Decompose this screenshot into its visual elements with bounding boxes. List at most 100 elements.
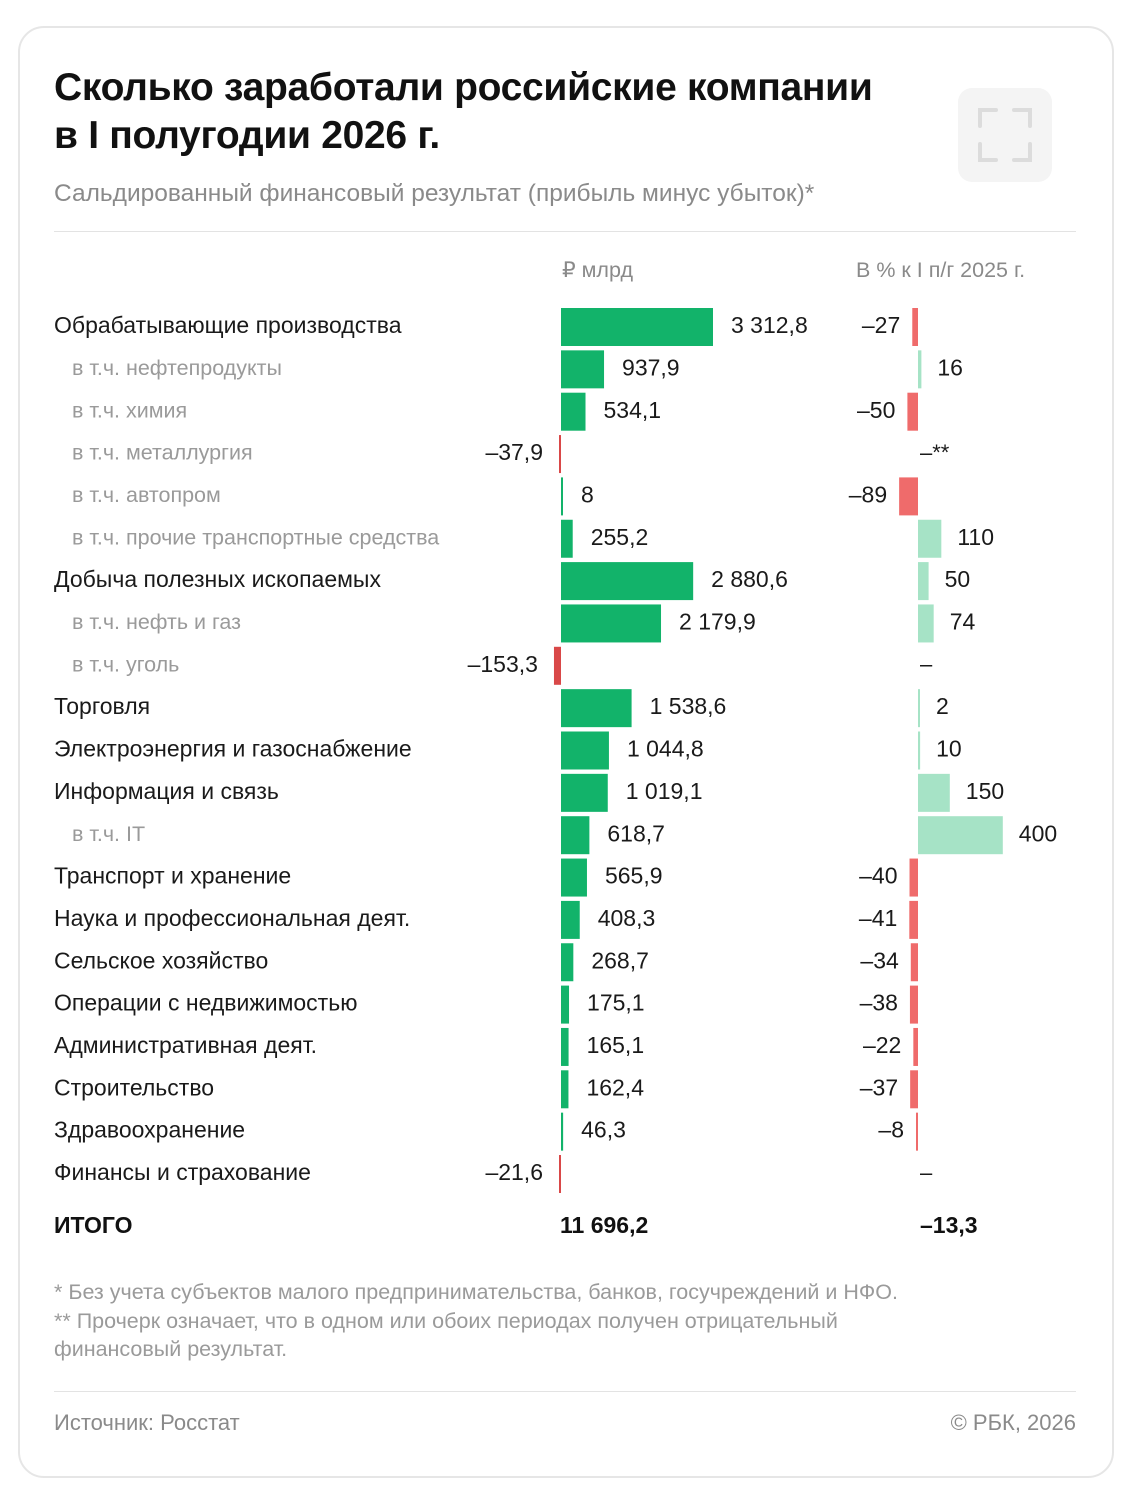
value-label: 2 880,6 — [711, 566, 788, 592]
total-value: 11 696,2 — [560, 1212, 648, 1238]
change-label: 400 — [1019, 820, 1057, 846]
change-label: 16 — [937, 354, 963, 380]
footnote-1: * Без учета субъектов малого предпринима… — [54, 1280, 898, 1304]
value-bar — [561, 943, 574, 982]
change-bar — [918, 816, 1003, 855]
change-bar — [918, 604, 934, 643]
footer-divider — [54, 1391, 1076, 1392]
value-bar — [561, 350, 605, 389]
total-label: ИТОГО — [54, 1212, 133, 1238]
category-label: Финансы и страхование — [54, 1159, 311, 1185]
change-label: 10 — [936, 736, 962, 762]
value-bar — [561, 1112, 564, 1151]
value-bar — [561, 731, 609, 770]
category-label: Торговля — [54, 693, 150, 719]
change-bar — [899, 477, 918, 516]
change-label: –8 — [878, 1117, 904, 1143]
change-bar — [907, 392, 918, 431]
source-note: Источник: Росстат — [54, 1410, 240, 1435]
title-line-2: в I полугодии 2026 г. — [54, 114, 440, 157]
value-column-header: ₽ млрд — [562, 258, 633, 282]
change-bar — [913, 1027, 918, 1066]
change-bar — [918, 731, 921, 770]
change-label: –34 — [860, 947, 899, 973]
value-label: –21,6 — [485, 1159, 543, 1185]
chart-subtitle: Сальдированный финансовый результат (при… — [54, 180, 815, 207]
value-label: 162,4 — [586, 1074, 644, 1100]
value-bar — [561, 1027, 569, 1066]
category-label: в т.ч. химия — [72, 398, 187, 422]
value-label: 8 — [581, 481, 594, 507]
category-label: Сельское хозяйство — [54, 947, 268, 973]
value-bar — [561, 900, 580, 939]
total-change: –13,3 — [920, 1212, 978, 1238]
category-label: Наука и профессиональная деят. — [54, 905, 410, 931]
change-label: 50 — [945, 566, 971, 592]
change-bar — [918, 350, 922, 389]
value-bar — [561, 773, 608, 812]
value-label: 937,9 — [622, 354, 680, 380]
value-label: 534,1 — [604, 397, 662, 423]
category-label: в т.ч. прочие транспортные средства — [72, 525, 439, 549]
value-bar — [561, 477, 563, 516]
value-label: –153,3 — [468, 651, 538, 677]
value-bar — [561, 689, 632, 728]
category-label: в т.ч. металлургия — [72, 441, 253, 465]
change-label: 74 — [950, 609, 976, 635]
category-label: в т.ч. автопром — [72, 483, 221, 507]
value-bar — [561, 985, 570, 1024]
value-label: –37,9 — [485, 439, 543, 465]
category-label: Строительство — [54, 1074, 214, 1100]
change-bar — [918, 562, 929, 601]
change-label: 150 — [966, 778, 1004, 804]
title-line-1: Сколько заработали российские компании — [54, 66, 873, 109]
change-bar — [912, 308, 918, 346]
change-bar — [909, 985, 918, 1024]
category-label: Транспорт и хранение — [54, 863, 291, 889]
change-bar — [916, 1112, 918, 1151]
header-divider — [54, 231, 1076, 232]
category-label: Обрабатывающие производства — [54, 312, 402, 338]
change-label: –27 — [862, 312, 900, 338]
value-label: 268,7 — [591, 947, 649, 973]
value-bar — [559, 1155, 561, 1193]
category-label: в т.ч. нефть и газ — [72, 610, 241, 634]
change-label: –22 — [863, 1032, 901, 1058]
change-label: –** — [920, 440, 950, 465]
value-label: 165,1 — [587, 1032, 645, 1058]
category-label: Добыча полезных ископаемых — [54, 566, 381, 592]
change-bar — [909, 900, 918, 939]
category-label: Административная деят. — [54, 1032, 317, 1058]
change-bar — [918, 689, 920, 728]
change-bar — [918, 519, 942, 558]
value-bar — [559, 435, 561, 474]
value-bar — [561, 604, 662, 643]
copyright-note: © РБК, 2026 — [950, 1410, 1076, 1435]
value-label: 1 538,6 — [650, 693, 727, 719]
change-label: – — [920, 652, 933, 677]
change-bar — [909, 858, 918, 897]
value-bar — [561, 816, 590, 855]
change-bar — [910, 1070, 918, 1109]
change-bar — [910, 943, 918, 982]
value-bar — [561, 562, 694, 601]
change-label: – — [920, 1160, 933, 1185]
value-label: 618,7 — [607, 820, 665, 846]
change-label: –50 — [857, 397, 895, 423]
category-label: в т.ч. уголь — [72, 652, 179, 676]
footnote-3: финансовый результат. — [54, 1337, 288, 1361]
value-label: 1 019,1 — [626, 778, 703, 804]
category-label: в т.ч. нефтепродукты — [72, 356, 282, 380]
change-label: 110 — [957, 524, 994, 550]
change-label: 2 — [936, 693, 949, 719]
value-label: 2 179,9 — [679, 609, 756, 635]
category-label: в т.ч. IT — [72, 822, 145, 846]
expand-icon[interactable] — [958, 88, 1052, 182]
value-label: 175,1 — [587, 990, 645, 1016]
value-bar — [561, 858, 587, 897]
change-label: –38 — [860, 990, 898, 1016]
value-label: 255,2 — [591, 524, 649, 550]
category-label: Электроэнергия и газоснабжение — [54, 736, 412, 762]
category-label: Здравоохранение — [54, 1117, 245, 1143]
